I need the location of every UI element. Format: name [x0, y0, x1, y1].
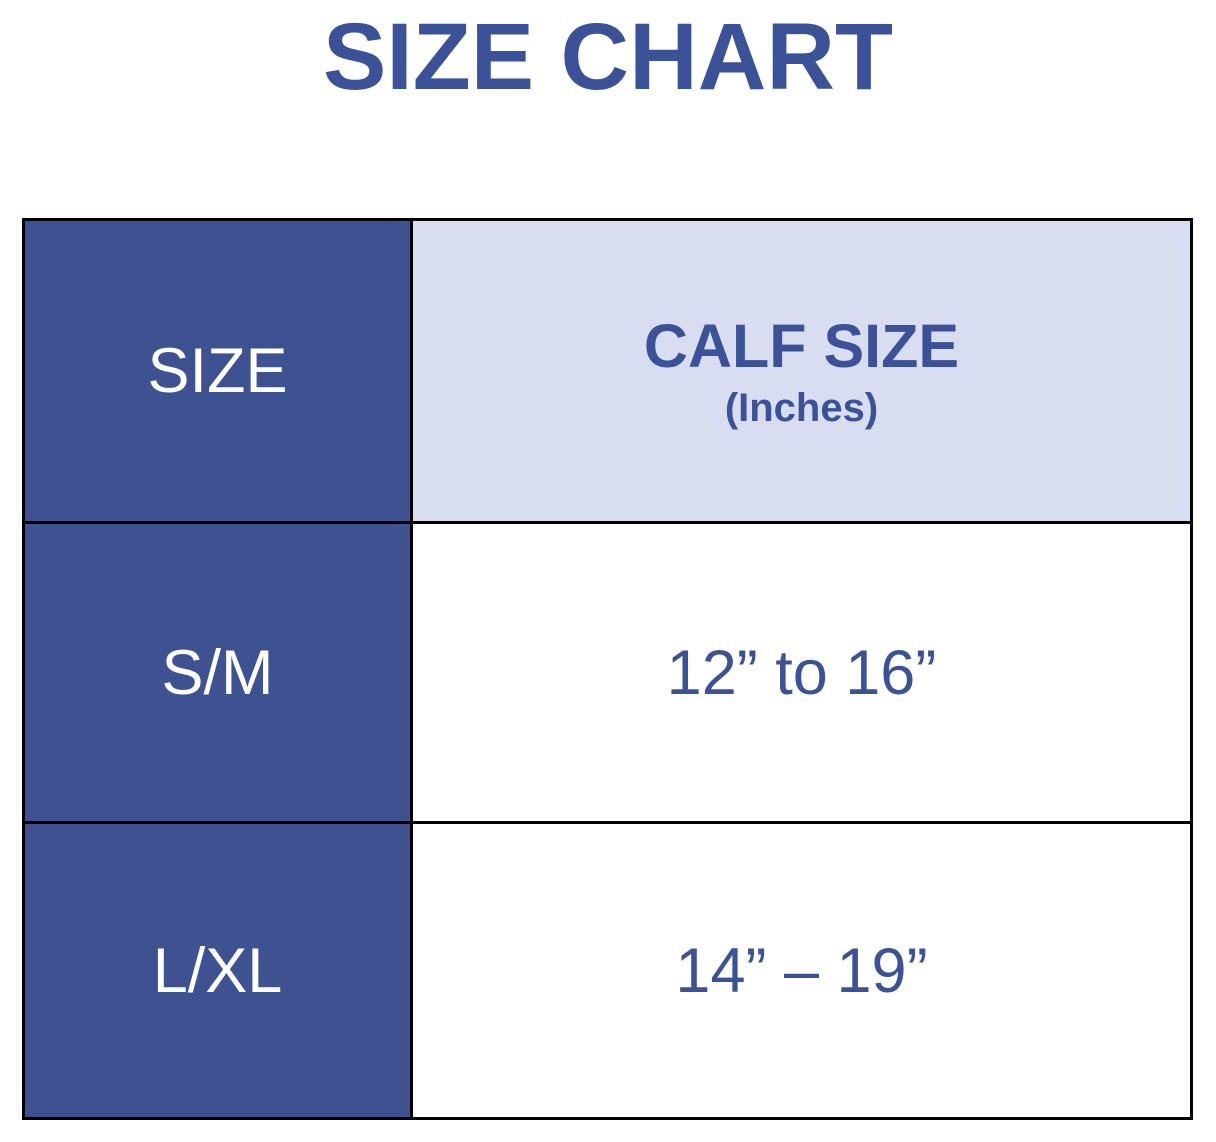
header-cell-size: SIZE [25, 221, 410, 521]
row-sm-size-cell: S/M [25, 524, 410, 821]
row-sm-calf-cell: 12” to 16” [413, 524, 1190, 821]
calf-size-label: CALF SIZE [643, 311, 960, 380]
row-lxl-calf-cell: 14” – 19” [413, 824, 1190, 1117]
size-chart-table: SIZE CALF SIZE (Inches) S/M 12” to 16” L… [22, 218, 1193, 1120]
row-lxl-size-cell: L/XL [25, 824, 410, 1117]
page-title: SIZE CHART [323, 4, 893, 110]
header-cell-calf-size: CALF SIZE (Inches) [413, 221, 1190, 521]
calf-size-unit-label: (Inches) [724, 386, 879, 431]
